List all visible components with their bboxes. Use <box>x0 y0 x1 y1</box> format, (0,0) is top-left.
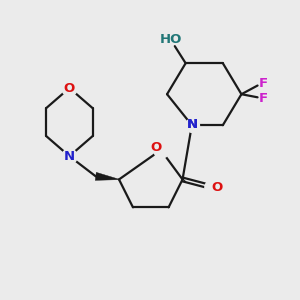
Text: O: O <box>211 181 222 194</box>
Text: O: O <box>64 82 75 94</box>
Text: HO: HO <box>160 34 182 46</box>
Text: N: N <box>186 118 197 131</box>
Text: N: N <box>64 150 75 163</box>
Text: O: O <box>151 141 162 154</box>
Polygon shape <box>180 176 186 182</box>
Text: F: F <box>259 77 268 90</box>
Polygon shape <box>95 172 119 180</box>
Text: F: F <box>259 92 268 105</box>
Text: N: N <box>186 118 197 131</box>
